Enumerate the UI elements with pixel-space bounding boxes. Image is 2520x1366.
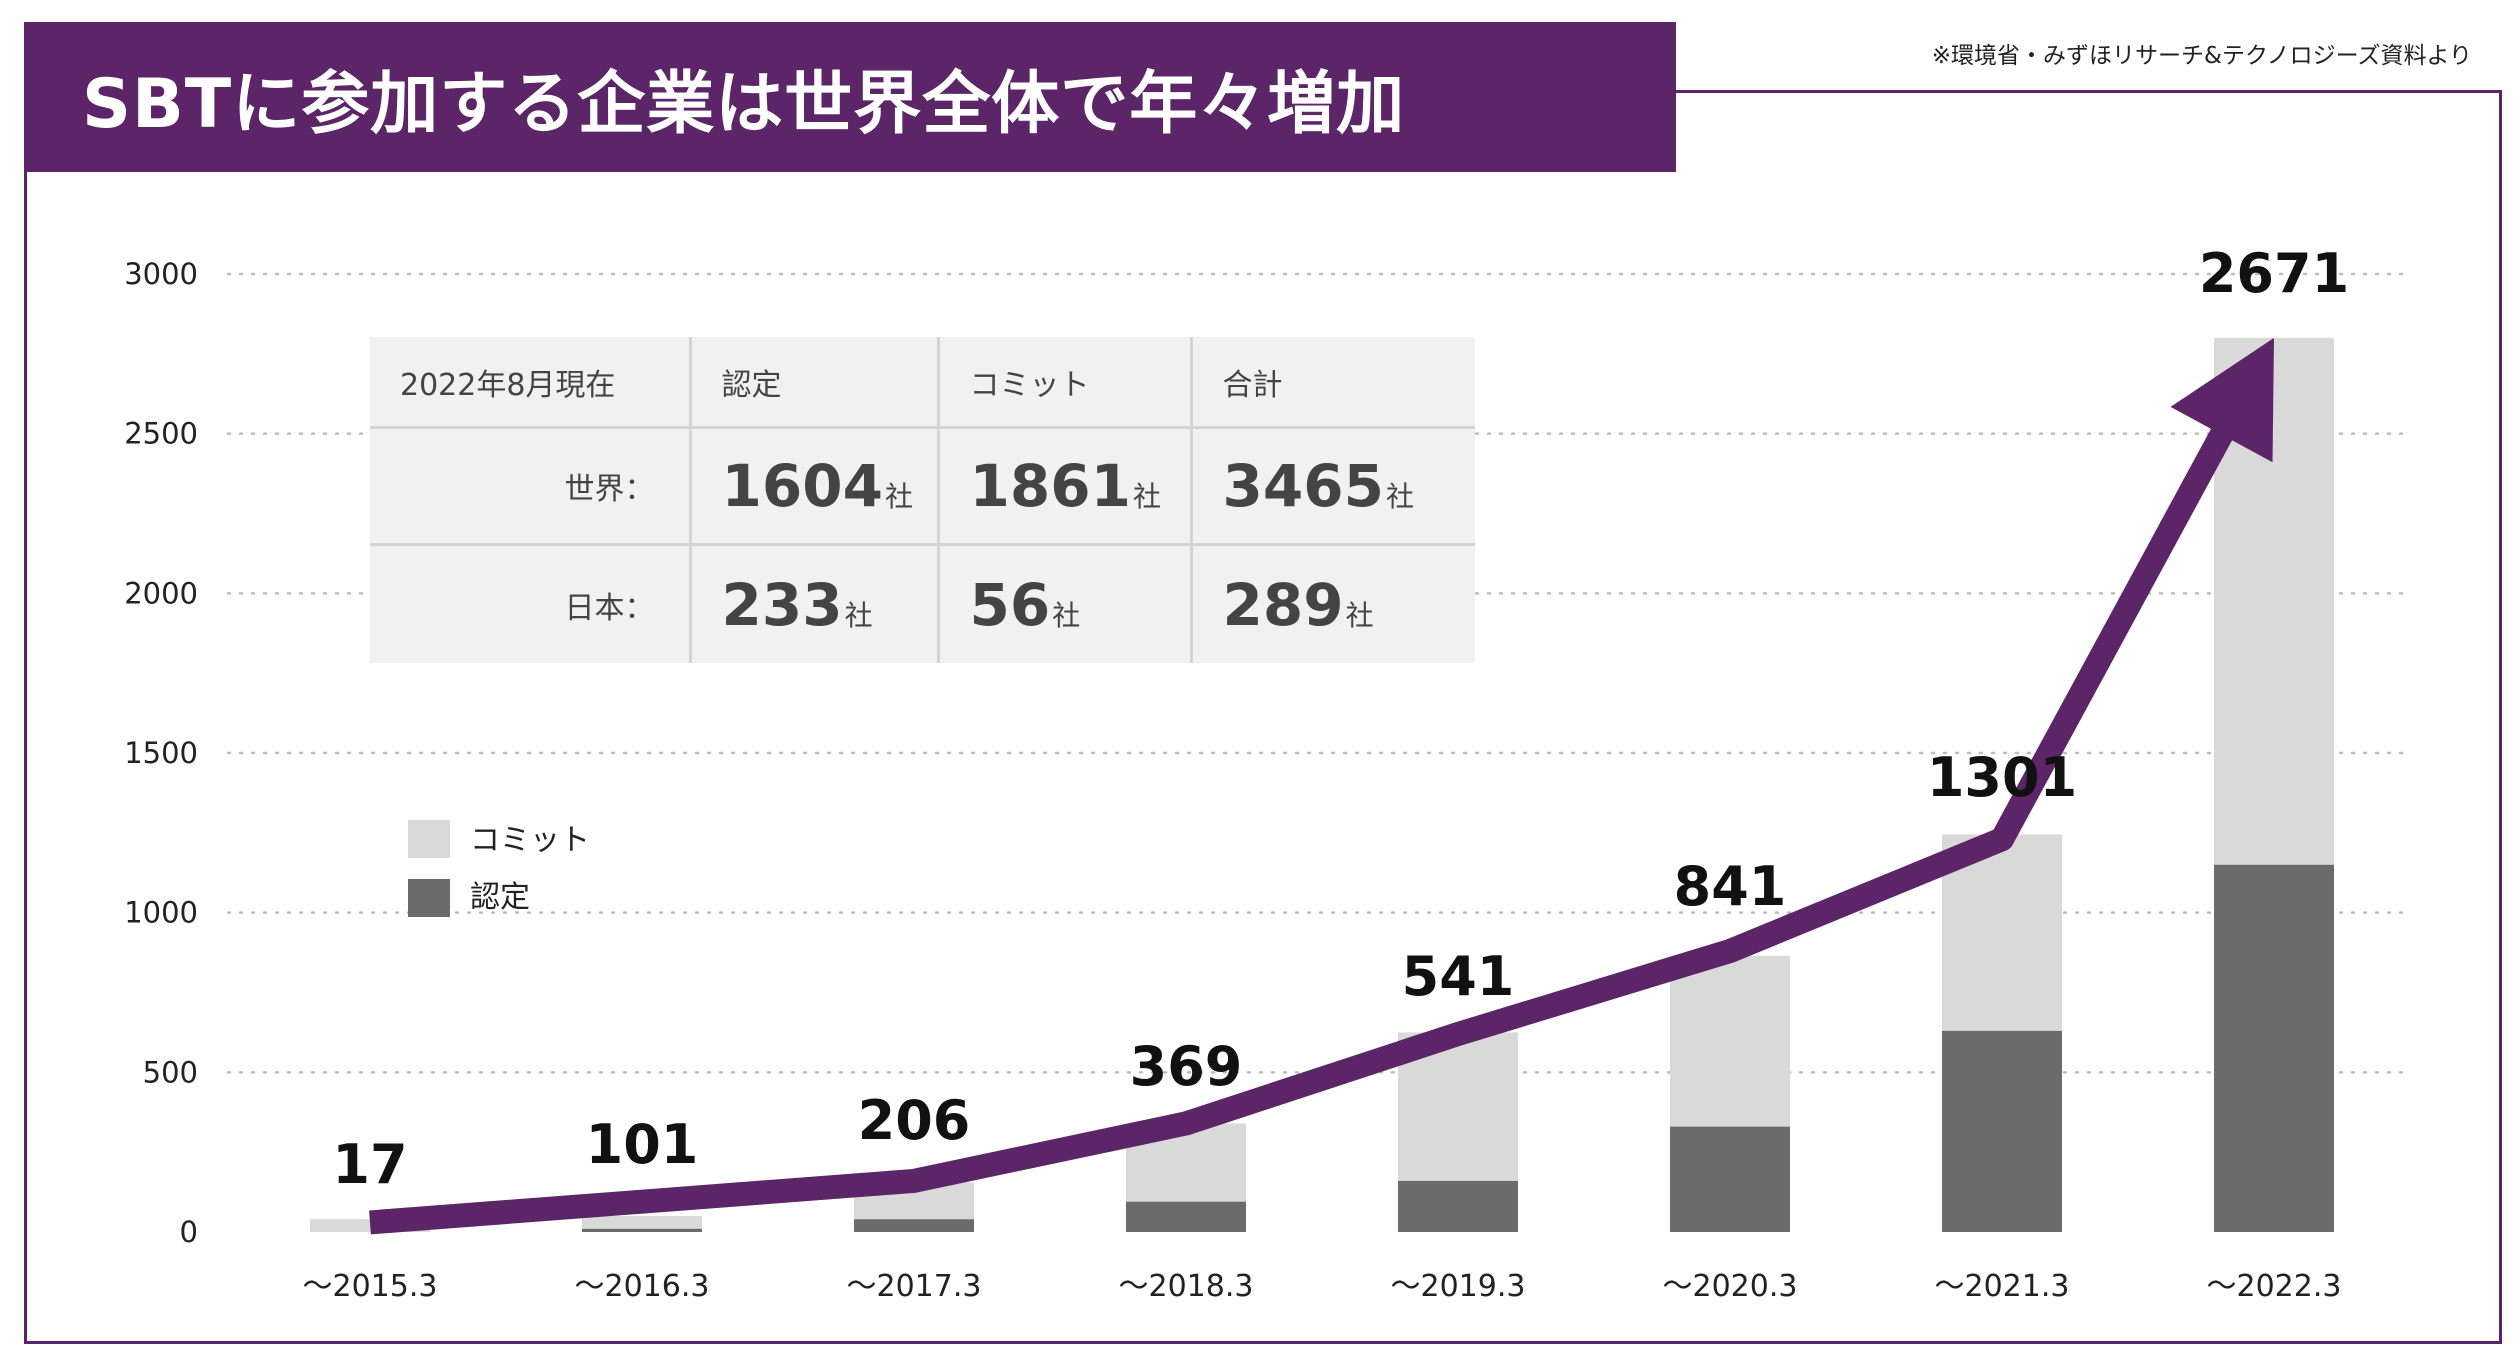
stats-cell: 56社 [938,544,1193,663]
legend-swatch-certified [408,879,450,917]
stats-header-certified: 認定 [690,337,940,430]
bar-certified [582,1228,702,1232]
trend-arrow-line [369,420,2237,1235]
stats-header-total: 合計 [1191,337,1475,430]
stats-cell: 1861社 [938,427,1193,547]
stats-value: 3465 [1222,452,1384,521]
source-note: ※環境省・みずほリサーチ&テクノロジーズ資料より [1931,43,2472,69]
stats-unit: 社 [884,480,913,514]
stats-table: 2022年8月現在 認定 コミット 合計 世界： 1604社 1861社 346… [370,337,1475,663]
x-tick-label: 〜2015.3 [303,1269,438,1304]
x-tick-label: 〜2016.3 [575,1269,710,1304]
total-data-label: 101 [586,1113,699,1176]
stats-unit: 社 [844,598,873,632]
stats-unit: 社 [1345,598,1374,632]
bar-commit [582,1216,702,1229]
stats-header-date: 2022年8月現在 [370,337,692,430]
x-tick-label: 〜2022.3 [2207,1269,2342,1304]
bar-certified [854,1219,974,1232]
total-data-label: 1301 [1927,746,2077,809]
stats-header-commit: コミット [938,337,1193,430]
legend-label-commit: コミット [470,823,590,858]
x-tick-label: 〜2019.3 [1391,1269,1526,1304]
stats-value: 56 [969,570,1051,639]
stats-value: 233 [721,570,843,639]
stats-row-label: 日本： [370,544,692,663]
stats-header-row: 2022年8月現在 認定 コミット 合計 [370,337,1475,430]
stats-row-label: 世界： [370,427,692,547]
stats-value: 1861 [969,452,1131,521]
y-tick-label: 2500 [124,417,198,451]
legend-label-certified: 認定 [470,880,530,915]
trend-arrow-head [2170,337,2274,463]
bar-certified [1670,1126,1790,1232]
stats-cell: 233社 [690,544,940,663]
total-data-label: 2671 [2199,242,2349,305]
x-tick-label: 〜2021.3 [1935,1269,2070,1304]
stats-row-world: 世界： 1604社 1861社 3465社 [370,427,1475,547]
y-tick-label: 1000 [124,896,198,930]
x-tick-label: 〜2017.3 [847,1269,982,1304]
y-tick-label: 2000 [124,576,198,610]
stats-unit: 社 [1385,480,1414,514]
y-tick-label: 3000 [124,257,198,291]
y-tick-label: 0 [180,1215,198,1249]
stats-unit: 社 [1132,480,1161,514]
page-title: SBTに参加する企業は世界全体で年々増加 [82,64,1406,144]
bar-commit [1670,955,1790,1127]
stats-cell: 289社 [1191,545,1475,663]
bar-certified [1398,1180,1518,1232]
stats-cell: 3465社 [1191,427,1475,547]
total-data-label: 17 [332,1133,407,1196]
stats-cell: 1604社 [690,427,940,547]
y-tick-label: 1500 [124,736,198,770]
stats-unit: 社 [1052,598,1081,632]
total-data-label: 206 [858,1089,971,1152]
x-tick-label: 〜2020.3 [1663,1269,1798,1304]
x-tick-label: 〜2018.3 [1119,1269,1254,1304]
total-data-label: 841 [1674,855,1787,918]
bar-certified [2214,864,2334,1232]
stats-value: 1604 [721,452,883,521]
bar-certified [1942,1030,2062,1232]
total-data-label: 369 [1130,1035,1243,1098]
legend-swatch-commit [408,820,450,858]
y-tick-label: 500 [143,1055,198,1089]
stats-value: 289 [1222,570,1344,639]
stats-row-japan: 日本： 233社 56社 289社 [370,544,1475,663]
title-bar: SBTに参加する企業は世界全体で年々増加 [24,22,1676,172]
total-data-label: 541 [1402,945,1515,1008]
bar-certified [1126,1201,1246,1232]
